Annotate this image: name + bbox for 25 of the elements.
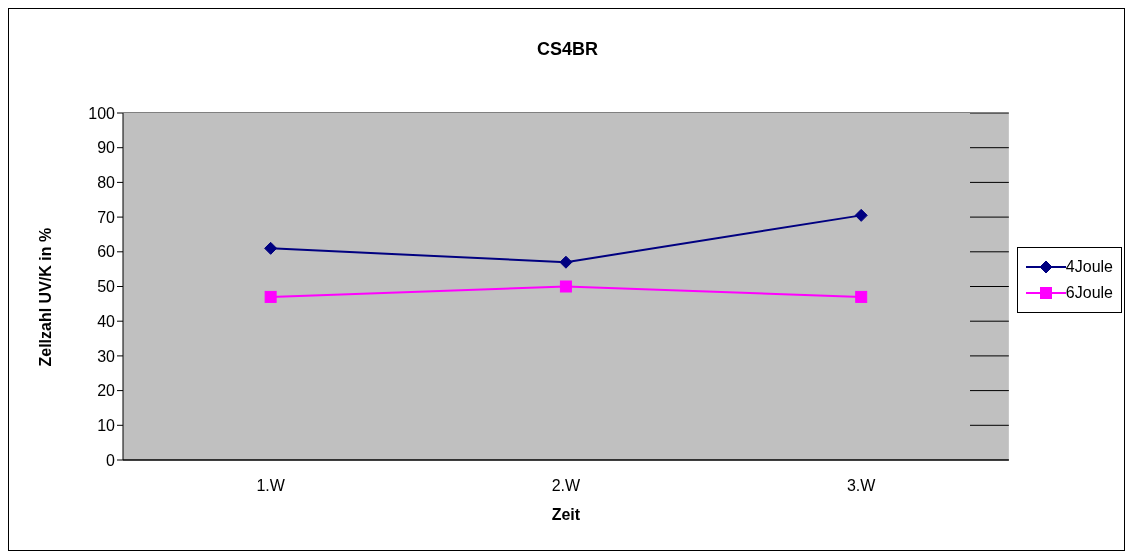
point — [264, 290, 277, 303]
x-axis-title: Zeit — [551, 506, 581, 523]
y-tick-label: 70 — [97, 208, 116, 226]
chart-title: CS4BR — [536, 39, 599, 60]
point — [855, 290, 868, 303]
x-tick-label: 3.W — [846, 477, 877, 495]
x-tick-label: 1.W — [256, 477, 286, 495]
y-tick-label: 100 — [88, 104, 116, 122]
y-tick-label: 50 — [97, 278, 116, 296]
legend-label: 6Joule — [1065, 283, 1113, 302]
y-tick-label: 40 — [97, 312, 116, 330]
y-tick-label: 80 — [97, 174, 116, 192]
legend-label: 4Joule — [1065, 257, 1113, 276]
y-tick-label: 0 — [106, 451, 116, 469]
point — [854, 208, 868, 222]
y-tick-label: 30 — [97, 347, 116, 365]
y-axis-title: Zellzahl UV/K in % — [36, 227, 54, 367]
x-tick-label: 2.W — [551, 477, 582, 495]
y-tick-label: 60 — [97, 243, 116, 261]
point — [559, 255, 573, 269]
y-tick-label: 20 — [97, 382, 116, 400]
point — [264, 241, 278, 255]
y-tick-label: 90 — [97, 139, 116, 157]
y-tick-label: 10 — [97, 416, 116, 434]
point — [559, 280, 572, 293]
